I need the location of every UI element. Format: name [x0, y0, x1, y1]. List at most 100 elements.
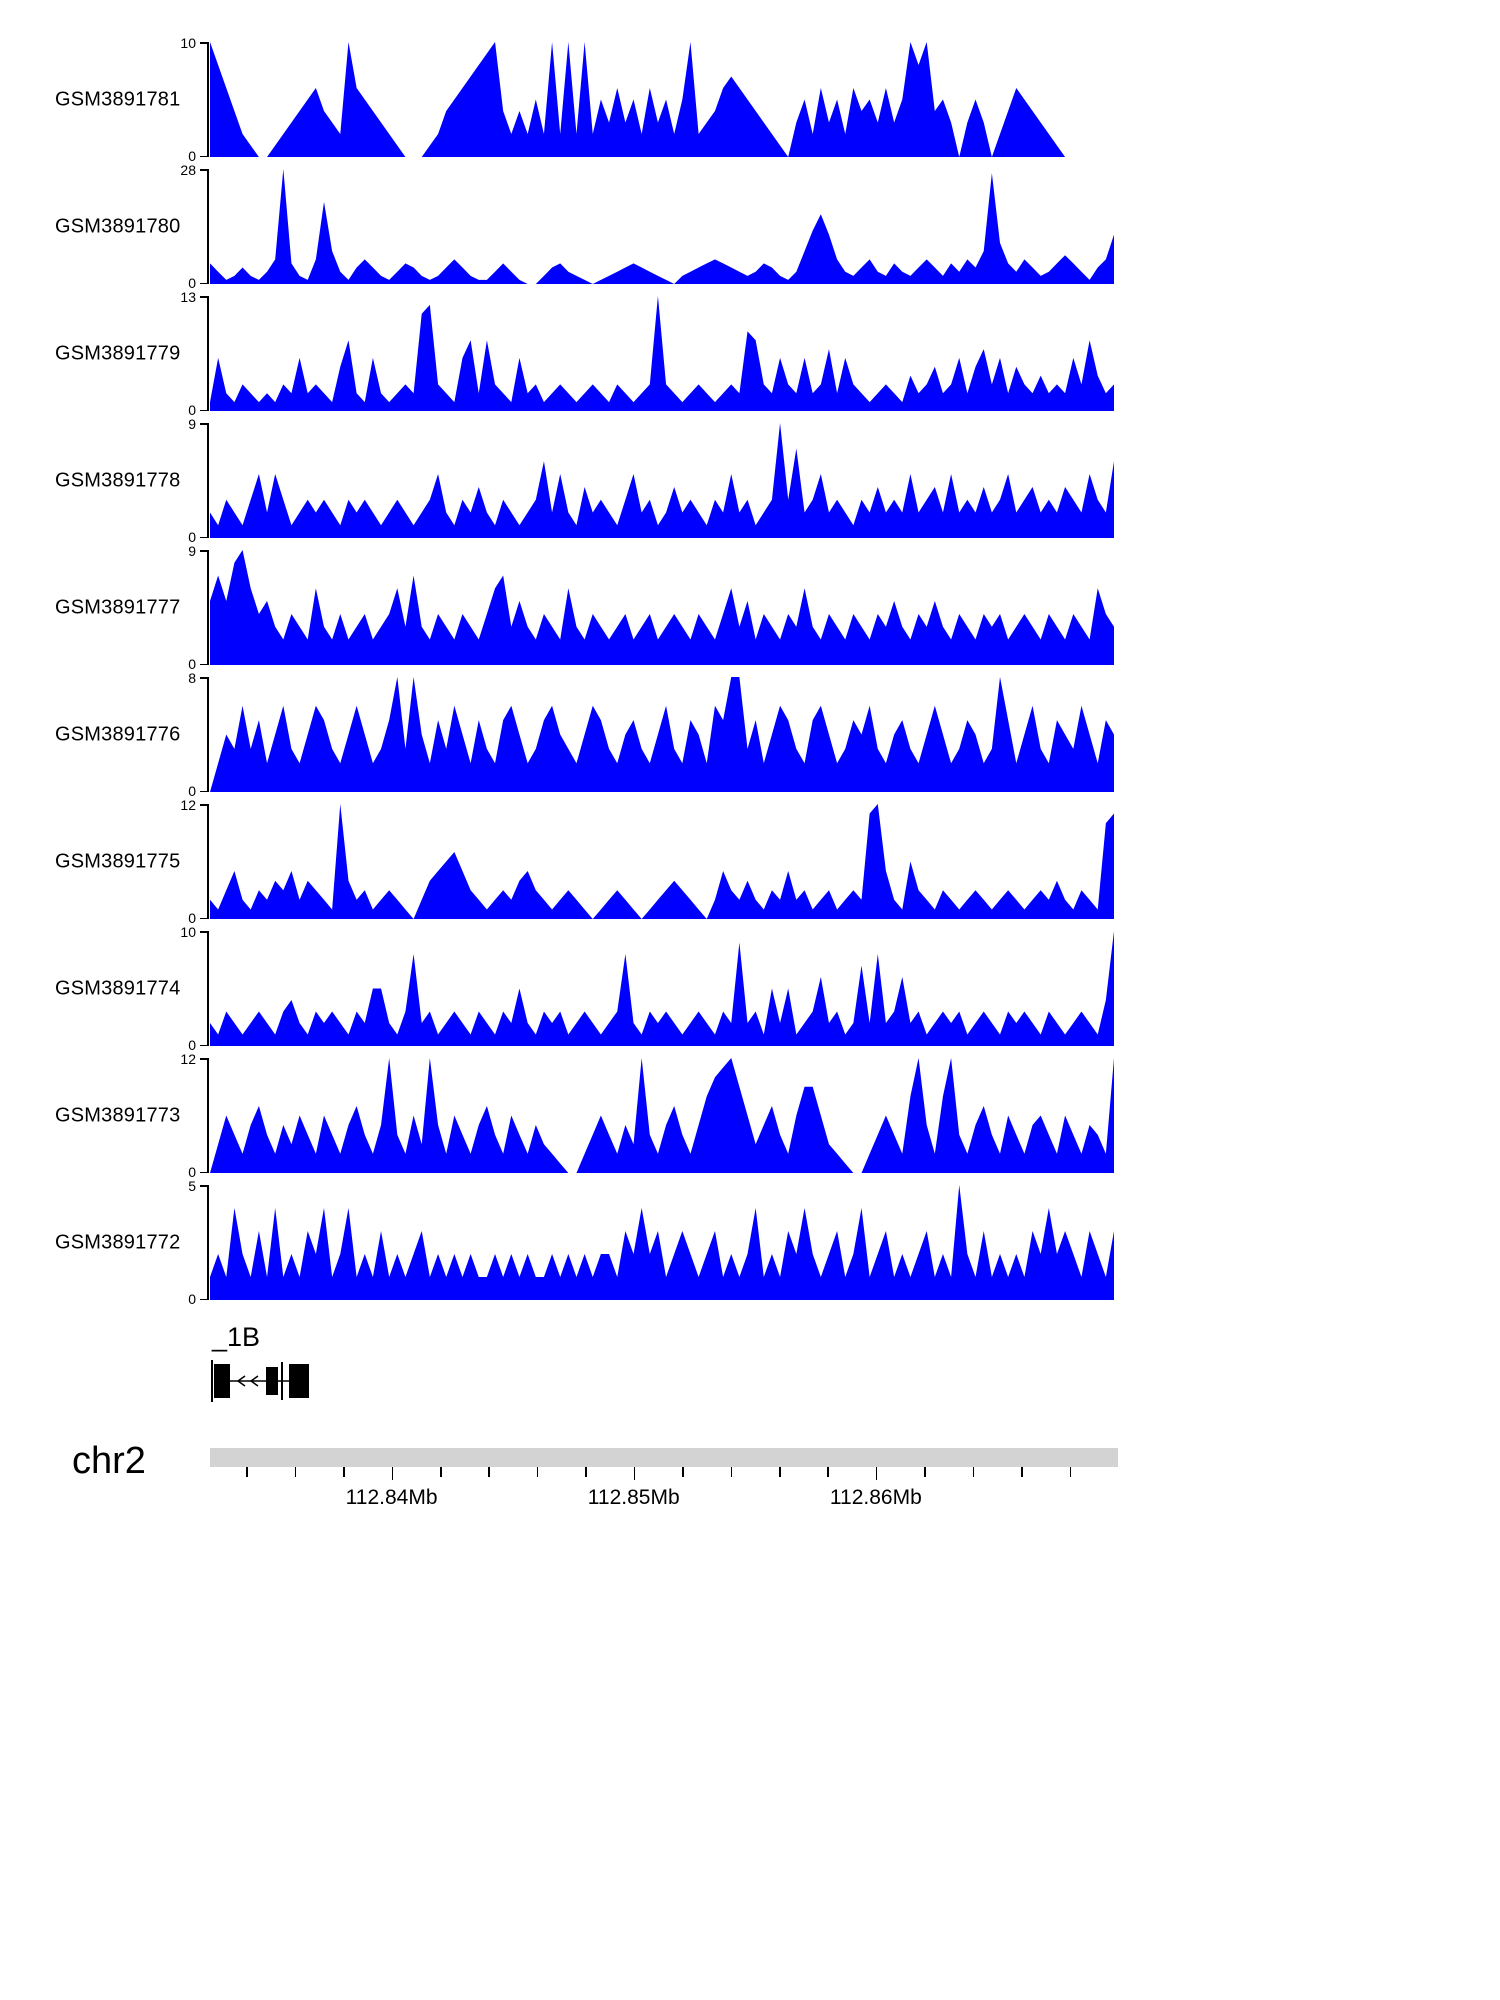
y-axis-min-label: 0: [188, 656, 196, 672]
y-axis-line: [207, 423, 209, 538]
y-axis-max-label: 12: [180, 1051, 196, 1067]
y-axis-min-label: 0: [188, 148, 196, 164]
y-axis-min-label: 0: [188, 402, 196, 418]
strand-arrow-2: [249, 1375, 259, 1387]
y-axis-line: [207, 1185, 209, 1300]
y-axis-top-tick: [200, 931, 207, 933]
y-axis-bottom-tick: [200, 409, 207, 411]
signal-track: GSM3891777 9 0: [0, 543, 1500, 672]
y-axis-max-label: 9: [188, 543, 196, 559]
axis-tick: [779, 1467, 781, 1477]
coverage-area-plot: [210, 550, 1114, 665]
y-axis-bottom-tick: [200, 917, 207, 919]
y-axis-line: [207, 296, 209, 411]
axis-tick: [730, 1467, 733, 1477]
axis-tick-label: 112.84Mb: [345, 1486, 438, 1509]
axis-tick: [246, 1467, 248, 1477]
gene-exon-1: [214, 1364, 230, 1398]
y-axis-line: [207, 931, 209, 1046]
axis-tick: [875, 1467, 878, 1480]
y-axis-bottom-tick: [200, 790, 207, 792]
y-axis-bottom-tick: [200, 1044, 207, 1046]
axis-tick: [391, 1467, 394, 1480]
signal-track: GSM3891773 12 0: [0, 1051, 1500, 1180]
coverage-area-plot: [210, 42, 1114, 157]
track-label: GSM3891777: [55, 596, 181, 618]
y-axis-min-label: 0: [188, 275, 196, 291]
y-axis-bottom-tick: [200, 155, 207, 157]
track-label: GSM3891776: [55, 723, 181, 745]
coverage-area-plot: [210, 169, 1114, 284]
y-axis-max-label: 10: [180, 924, 196, 940]
signal-track: GSM3891774 10 0: [0, 924, 1500, 1053]
axis-tick: [682, 1467, 684, 1477]
chromosome-bar: [210, 1448, 1118, 1467]
coverage-area-plot: [210, 677, 1114, 792]
y-axis-min-label: 0: [188, 1291, 196, 1307]
track-label: GSM3891780: [55, 215, 181, 237]
y-axis-min-label: 0: [188, 1164, 196, 1180]
axis-tick: [440, 1467, 442, 1477]
y-axis-top-tick: [200, 804, 207, 806]
y-axis-bottom-tick: [200, 1171, 207, 1173]
track-label: GSM3891779: [55, 342, 181, 364]
y-axis-top-tick: [200, 169, 207, 171]
axis-tick: [827, 1467, 829, 1477]
y-axis-line: [207, 550, 209, 665]
y-axis-line: [207, 677, 209, 792]
axis-tick: [536, 1467, 539, 1477]
axis-tick: [294, 1467, 297, 1477]
axis-tick: [1021, 1467, 1023, 1477]
signal-track: GSM3891772 5 0: [0, 1178, 1500, 1307]
y-axis-max-label: 28: [180, 162, 196, 178]
track-label: GSM3891778: [55, 469, 181, 491]
axis-tick-label: 112.85Mb: [587, 1486, 680, 1509]
axis-tick: [1069, 1467, 1072, 1477]
y-axis-line: [207, 1058, 209, 1173]
chromosome-label: chr2: [72, 1440, 146, 1482]
y-axis-min-label: 0: [188, 529, 196, 545]
axis-tick: [585, 1467, 587, 1477]
signal-track: GSM3891776 8 0: [0, 670, 1500, 799]
coverage-area-plot: [210, 1058, 1114, 1173]
gene-model: [211, 1360, 309, 1402]
y-axis-max-label: 10: [180, 35, 196, 51]
coverage-polygon: [210, 804, 1114, 919]
y-axis-top-tick: [200, 423, 207, 425]
y-axis-max-label: 8: [188, 670, 196, 686]
track-label: GSM3891775: [55, 850, 181, 872]
gene-exon-3: [289, 1364, 309, 1398]
axis-tick: [343, 1467, 345, 1477]
coverage-area-plot: [210, 296, 1114, 411]
track-label: GSM3891773: [55, 1104, 181, 1126]
coverage-area-plot: [210, 931, 1114, 1046]
track-label: GSM3891781: [55, 88, 181, 110]
y-axis-max-label: 9: [188, 416, 196, 432]
y-axis-bottom-tick: [200, 663, 207, 665]
y-axis-bottom-tick: [200, 536, 207, 538]
coverage-polygon: [210, 42, 1114, 157]
gene-name-label: _1B: [212, 1322, 261, 1352]
y-axis-top-tick: [200, 42, 207, 44]
signal-track: GSM3891781 10 0: [0, 35, 1500, 164]
coverage-area-plot: [210, 1185, 1114, 1300]
y-axis-max-label: 5: [188, 1178, 196, 1194]
coverage-polygon: [210, 550, 1114, 665]
y-axis-bottom-tick: [200, 1298, 207, 1300]
coverage-polygon: [210, 677, 1114, 792]
y-axis-line: [207, 804, 209, 919]
y-axis-top-tick: [200, 296, 207, 298]
strand-arrow-1: [236, 1375, 246, 1387]
track-label: GSM3891774: [55, 977, 181, 999]
axis-tick: [924, 1467, 926, 1477]
y-axis-top-tick: [200, 1058, 207, 1060]
coverage-polygon: [210, 169, 1114, 284]
axis-tick: [633, 1467, 636, 1480]
coverage-polygon: [210, 931, 1114, 1046]
axis-tick-label: 112.86Mb: [829, 1486, 922, 1509]
y-axis-max-label: 13: [180, 289, 196, 305]
axis-tick: [972, 1467, 975, 1477]
signal-track: GSM3891775 12 0: [0, 797, 1500, 926]
coverage-polygon: [210, 1058, 1114, 1173]
